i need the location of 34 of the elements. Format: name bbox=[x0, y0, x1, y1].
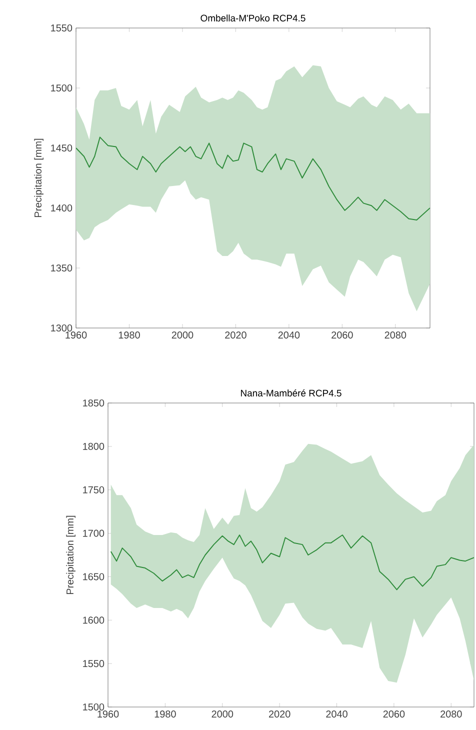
y-axis-title: Precipitation [mm] bbox=[66, 516, 76, 594]
x-tick-label: 2020 bbox=[268, 710, 290, 718]
y-tick-label: 1850 bbox=[83, 399, 104, 407]
x-tick-label: 2060 bbox=[332, 332, 353, 339]
y-tick-label: 1500 bbox=[83, 703, 104, 711]
y-tick-label: 1450 bbox=[51, 144, 72, 152]
x-tick-label: 1980 bbox=[118, 332, 140, 339]
x-tick-label: 2060 bbox=[383, 710, 405, 718]
chart-title: Ombella-M'Poko RCP4.5 bbox=[200, 14, 306, 22]
x-tick-label: 1960 bbox=[66, 332, 87, 339]
y-tick-label: 1800 bbox=[83, 442, 104, 450]
x-tick-label: 1980 bbox=[154, 710, 176, 718]
y-tick-label: 1550 bbox=[83, 660, 104, 668]
x-tick-label: 2080 bbox=[440, 710, 462, 718]
y-tick-label: 1550 bbox=[51, 24, 72, 32]
y-tick-label: 1600 bbox=[83, 616, 104, 624]
x-tick-label: 2080 bbox=[384, 332, 406, 339]
y-tick-label: 1350 bbox=[51, 264, 72, 272]
x-tick-label: 2020 bbox=[225, 332, 246, 339]
y-tick-label: 1650 bbox=[83, 573, 104, 580]
x-tick-label: 2040 bbox=[278, 332, 300, 339]
y-axis-title: Precipitation [mm] bbox=[34, 138, 44, 218]
y-tick-label: 1750 bbox=[83, 486, 104, 494]
y-tick-label: 1400 bbox=[51, 204, 72, 212]
chart-title: Nana-Mambéré RCP4.5 bbox=[241, 389, 342, 396]
x-tick-label: 1960 bbox=[98, 710, 119, 718]
x-tick-label: 2000 bbox=[212, 710, 234, 718]
x-tick-label: 2040 bbox=[326, 710, 348, 718]
y-tick-label: 1500 bbox=[51, 84, 72, 92]
y-tick-label: 1700 bbox=[83, 530, 104, 537]
x-tick-label: 2000 bbox=[172, 332, 194, 339]
y-tick-label: 1300 bbox=[51, 324, 72, 332]
line-series bbox=[110, 534, 474, 590]
line-series bbox=[76, 136, 430, 220]
